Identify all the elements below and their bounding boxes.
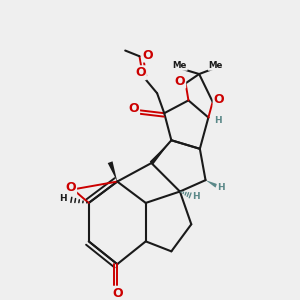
- Text: Me: Me: [208, 61, 223, 70]
- Text: H: H: [59, 194, 67, 203]
- Text: O: O: [214, 93, 224, 106]
- Text: O: O: [128, 102, 139, 116]
- Text: Me: Me: [172, 61, 187, 70]
- Polygon shape: [108, 161, 117, 182]
- Text: H: H: [218, 183, 225, 192]
- Polygon shape: [150, 140, 171, 164]
- Text: O: O: [135, 66, 146, 79]
- Text: H: H: [214, 116, 221, 125]
- Text: H: H: [193, 192, 200, 201]
- Text: O: O: [112, 287, 123, 300]
- Text: O: O: [175, 74, 185, 88]
- Text: O: O: [65, 182, 76, 194]
- Polygon shape: [206, 180, 217, 188]
- Text: O: O: [143, 49, 153, 62]
